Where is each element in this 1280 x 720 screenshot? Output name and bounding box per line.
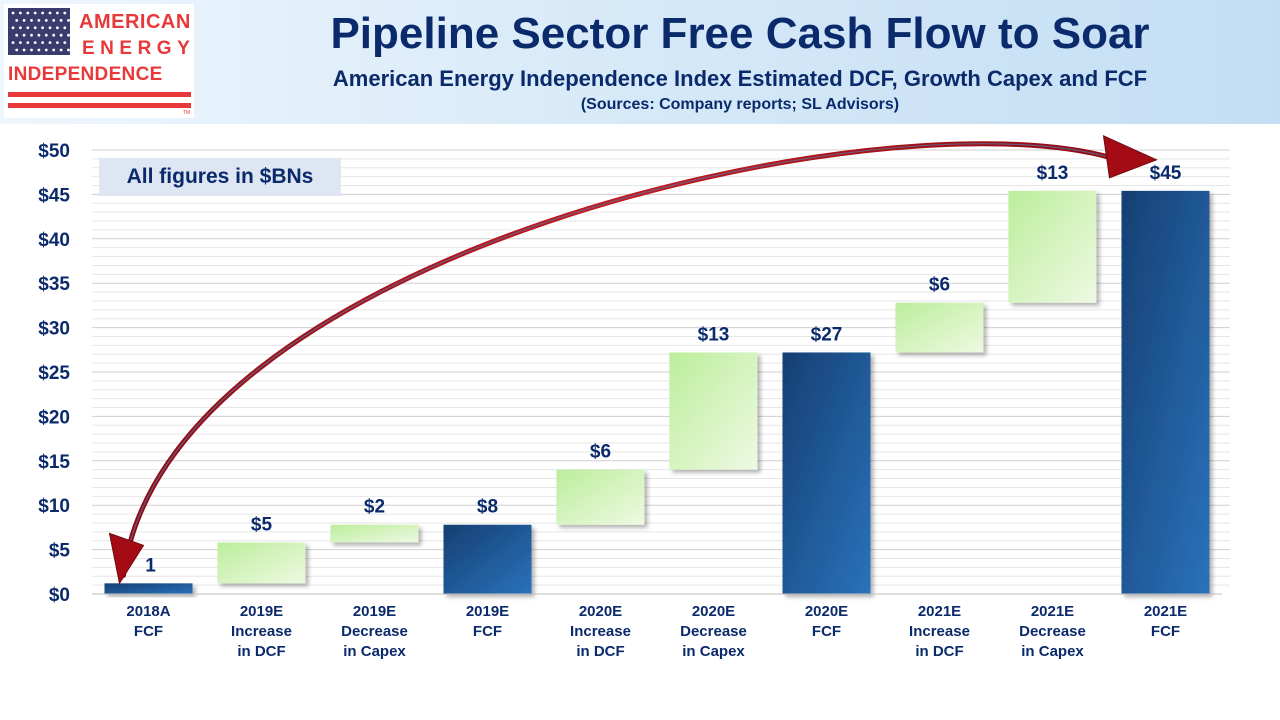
page-subtitle: American Energy Independence Index Estim… bbox=[332, 66, 1148, 91]
delta-bar bbox=[669, 352, 758, 470]
x-tick-label: 2019E Increase in DCF bbox=[231, 603, 292, 660]
x-tick-label: 2021E FCF bbox=[1144, 603, 1187, 640]
logo-line-2: ENERGY bbox=[82, 38, 196, 59]
total-bar bbox=[104, 583, 193, 594]
y-tick-label: $20 bbox=[38, 407, 70, 428]
logo-line-3: INDEPENDENCE bbox=[8, 64, 163, 85]
y-tick-label: $0 bbox=[49, 585, 70, 606]
x-tick-label: 2020E Increase in DCF bbox=[570, 603, 631, 660]
delta-bar bbox=[556, 469, 645, 525]
data-label: $45 bbox=[1150, 163, 1182, 184]
data-label: $27 bbox=[811, 324, 843, 345]
logo-line-1: AMERICAN bbox=[79, 11, 191, 33]
header-banner: AMERICAN ENERGY INDEPENDENCE TM Pipeline… bbox=[0, 0, 1280, 124]
y-tick-label: $50 bbox=[38, 141, 70, 162]
delta-bar bbox=[1008, 190, 1097, 303]
logo: AMERICAN ENERGY INDEPENDENCE TM bbox=[4, 4, 194, 118]
page-title: Pipeline Sector Free Cash Flow to Soar bbox=[330, 9, 1150, 58]
delta-bar bbox=[330, 524, 419, 543]
data-label: $13 bbox=[1037, 163, 1069, 184]
logo-stripe bbox=[8, 103, 191, 108]
delta-bar bbox=[895, 302, 984, 353]
data-label: $8 bbox=[477, 497, 498, 518]
arrow-head bbox=[1102, 135, 1158, 179]
total-bar bbox=[1121, 190, 1210, 594]
data-label: $2 bbox=[364, 497, 385, 518]
data-label: $6 bbox=[590, 442, 611, 463]
waterfall-chart: 1 $5 $2 $8 $6 $13 $27 $6 $13 $45 $0 $5 $10 $15 $20 $25… bbox=[38, 135, 1230, 660]
arrow-head bbox=[108, 532, 145, 585]
sources-note: (Sources: Company reports; SL Advisors) bbox=[580, 96, 900, 113]
x-tick-label: 2018A FCF bbox=[126, 603, 170, 640]
y-tick-label: $5 bbox=[49, 541, 71, 562]
data-label: $5 bbox=[251, 514, 273, 535]
y-tick-label: $30 bbox=[38, 319, 70, 340]
x-tick-label: 2019E Decrease in Capex bbox=[341, 603, 408, 660]
flag-icon bbox=[8, 8, 70, 55]
y-tick-label: $45 bbox=[38, 185, 70, 206]
y-tick-label: $15 bbox=[38, 452, 70, 473]
x-tick-label: 2021E Decrease in Capex bbox=[1019, 603, 1086, 660]
y-tick-label: $40 bbox=[38, 230, 70, 251]
total-bar bbox=[443, 524, 532, 594]
x-tick-label: 2020E Decrease in Capex bbox=[680, 603, 747, 660]
x-tick-label: 2021E Increase in DCF bbox=[909, 603, 970, 660]
total-bar bbox=[782, 352, 871, 594]
units-note: All figures in $BNs bbox=[99, 158, 341, 196]
y-tick-label: $10 bbox=[38, 496, 70, 517]
delta-bar bbox=[217, 542, 306, 584]
x-tick-label: 2019E FCF bbox=[466, 603, 509, 640]
logo-stripe bbox=[8, 92, 191, 97]
logo-trademark: TM bbox=[182, 110, 190, 116]
x-tick-label: 2020E FCF bbox=[805, 603, 848, 640]
y-tick-label: $35 bbox=[38, 274, 70, 295]
y-tick-label: $25 bbox=[38, 363, 70, 384]
data-label: $6 bbox=[929, 275, 950, 296]
arrow-highlight bbox=[122, 143, 1112, 576]
data-label: 1 bbox=[145, 555, 156, 576]
data-label: $13 bbox=[698, 324, 730, 345]
